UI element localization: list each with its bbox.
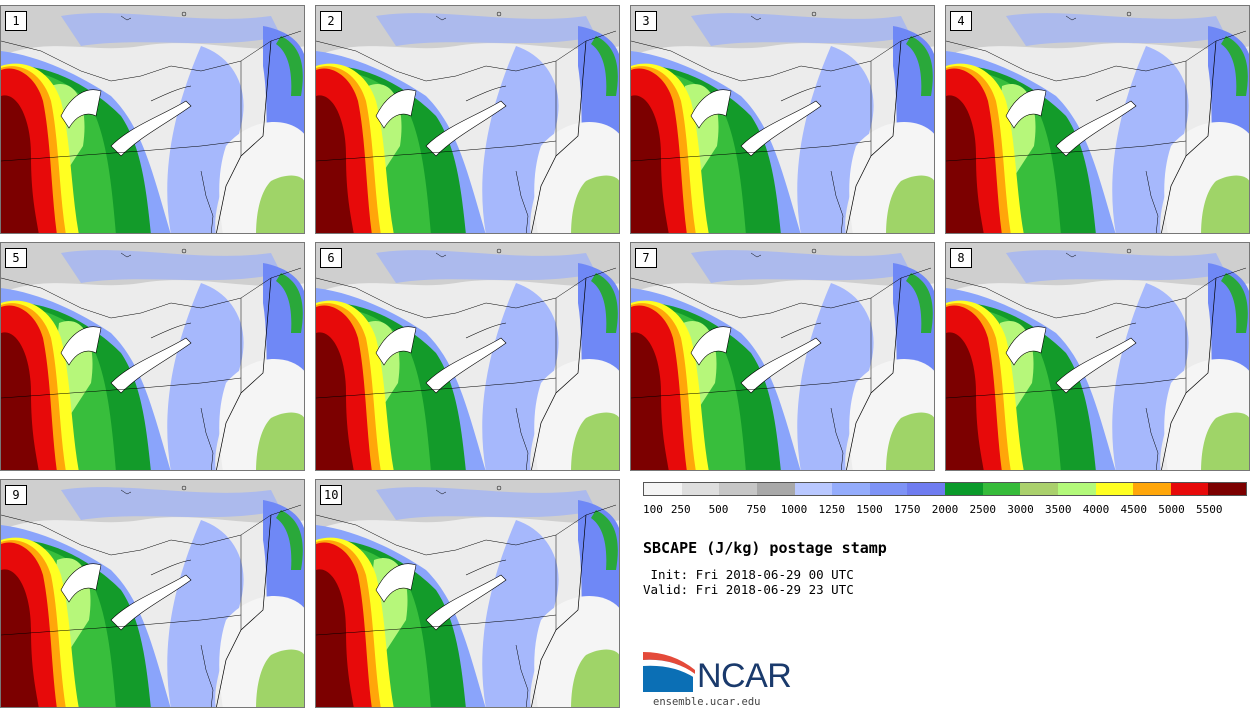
ensemble-member-panel: 9 bbox=[0, 479, 305, 708]
colorbar-tick-label: 1750 bbox=[894, 503, 921, 516]
colorbar-swatch bbox=[1095, 483, 1134, 495]
ncar-logo: NCAR bbox=[643, 652, 793, 696]
colorbar-tick-label: 100 bbox=[643, 503, 663, 516]
chart-title: SBCAPE (J/kg) postage stamp bbox=[643, 539, 887, 557]
colorbar-tick-label: 4000 bbox=[1082, 503, 1110, 516]
colorbar-swatch bbox=[756, 483, 795, 495]
colorbar-swatch bbox=[907, 483, 945, 495]
colorbar-tick-label: 1500 bbox=[856, 503, 883, 516]
colorbar-swatch bbox=[945, 483, 983, 495]
ncar-swoosh-icon bbox=[643, 652, 695, 692]
ensemble-member-panel: 5 bbox=[0, 242, 305, 471]
sbcape-map bbox=[1, 480, 304, 707]
init-time: Init: Fri 2018-06-29 00 UTC bbox=[643, 567, 854, 582]
sbcape-map bbox=[316, 6, 619, 233]
ncar-wordmark: NCAR bbox=[697, 657, 792, 695]
sbcape-map bbox=[631, 243, 934, 470]
sbcape-map bbox=[946, 243, 1249, 470]
colorbar-swatch bbox=[1020, 483, 1058, 495]
colorbar-swatch bbox=[1208, 483, 1246, 495]
ensemble-member-panel: 8 bbox=[945, 242, 1250, 471]
colorbar-tick-label: 3000 bbox=[1007, 503, 1034, 516]
colorbar-tick-label: 5000 bbox=[1158, 503, 1185, 516]
colorbar-swatch bbox=[982, 483, 1021, 495]
sbcape-map bbox=[1, 6, 304, 233]
colorbar-tick-label: 2500 bbox=[969, 503, 997, 516]
colorbar-tick-label: 1000 bbox=[780, 503, 808, 516]
colorbar-swatch bbox=[1057, 483, 1096, 495]
member-number-label: 10 bbox=[320, 485, 343, 505]
member-number-label: 9 bbox=[5, 485, 27, 505]
member-number-label: 2 bbox=[320, 11, 342, 31]
ensemble-member-panel: 10 bbox=[315, 479, 620, 708]
sbcape-map bbox=[316, 243, 619, 470]
colorbar-swatch bbox=[681, 483, 720, 495]
colorbar-swatch bbox=[644, 483, 682, 495]
colorbar-swatch bbox=[869, 483, 908, 495]
colorbar-swatch bbox=[832, 483, 870, 495]
ensemble-member-panel: 7 bbox=[630, 242, 935, 471]
member-number-label: 6 bbox=[320, 248, 342, 268]
colorbar-swatch bbox=[1170, 483, 1209, 495]
ensemble-member-panel: 6 bbox=[315, 242, 620, 471]
sbcape-map bbox=[631, 6, 934, 233]
member-number-label: 4 bbox=[950, 11, 972, 31]
colorbar-tick-label: 4500 bbox=[1120, 503, 1148, 516]
colorbar-swatch bbox=[719, 483, 757, 495]
colorbar-tick-label: 2000 bbox=[931, 503, 959, 516]
ensemble-member-panel: 2 bbox=[315, 5, 620, 234]
sbcape-map bbox=[316, 480, 619, 707]
member-number-label: 8 bbox=[950, 248, 972, 268]
member-number-label: 5 bbox=[5, 248, 27, 268]
member-number-label: 3 bbox=[635, 11, 657, 31]
colorbar-swatch bbox=[794, 483, 833, 495]
colorbar-tick-label: 3500 bbox=[1045, 503, 1072, 516]
site-url: ensemble.ucar.edu bbox=[653, 696, 761, 708]
sbcape-map bbox=[1, 243, 304, 470]
colorbar bbox=[643, 482, 1247, 496]
colorbar-tick-label: 5500 bbox=[1196, 503, 1223, 516]
ensemble-member-panel: 1 bbox=[0, 5, 305, 234]
member-number-label: 7 bbox=[635, 248, 657, 268]
sbcape-map bbox=[946, 6, 1249, 233]
colorbar-labels: 100 250 500 750 1000 1250 1500 1750 2000 2500 3000… bbox=[643, 503, 1247, 517]
colorbar-tick-label: 250 bbox=[670, 503, 691, 516]
colorbar-swatch bbox=[1133, 483, 1171, 495]
colorbar-tick-label: 500 bbox=[708, 503, 729, 516]
valid-time: Valid: Fri 2018-06-29 23 UTC bbox=[643, 582, 854, 597]
ensemble-member-panel: 4 bbox=[945, 5, 1250, 234]
colorbar-tick-label: 750 bbox=[746, 503, 767, 516]
ensemble-member-panel: 3 bbox=[630, 5, 935, 234]
member-number-label: 1 bbox=[5, 11, 27, 31]
colorbar-tick-label: 1250 bbox=[818, 503, 846, 516]
